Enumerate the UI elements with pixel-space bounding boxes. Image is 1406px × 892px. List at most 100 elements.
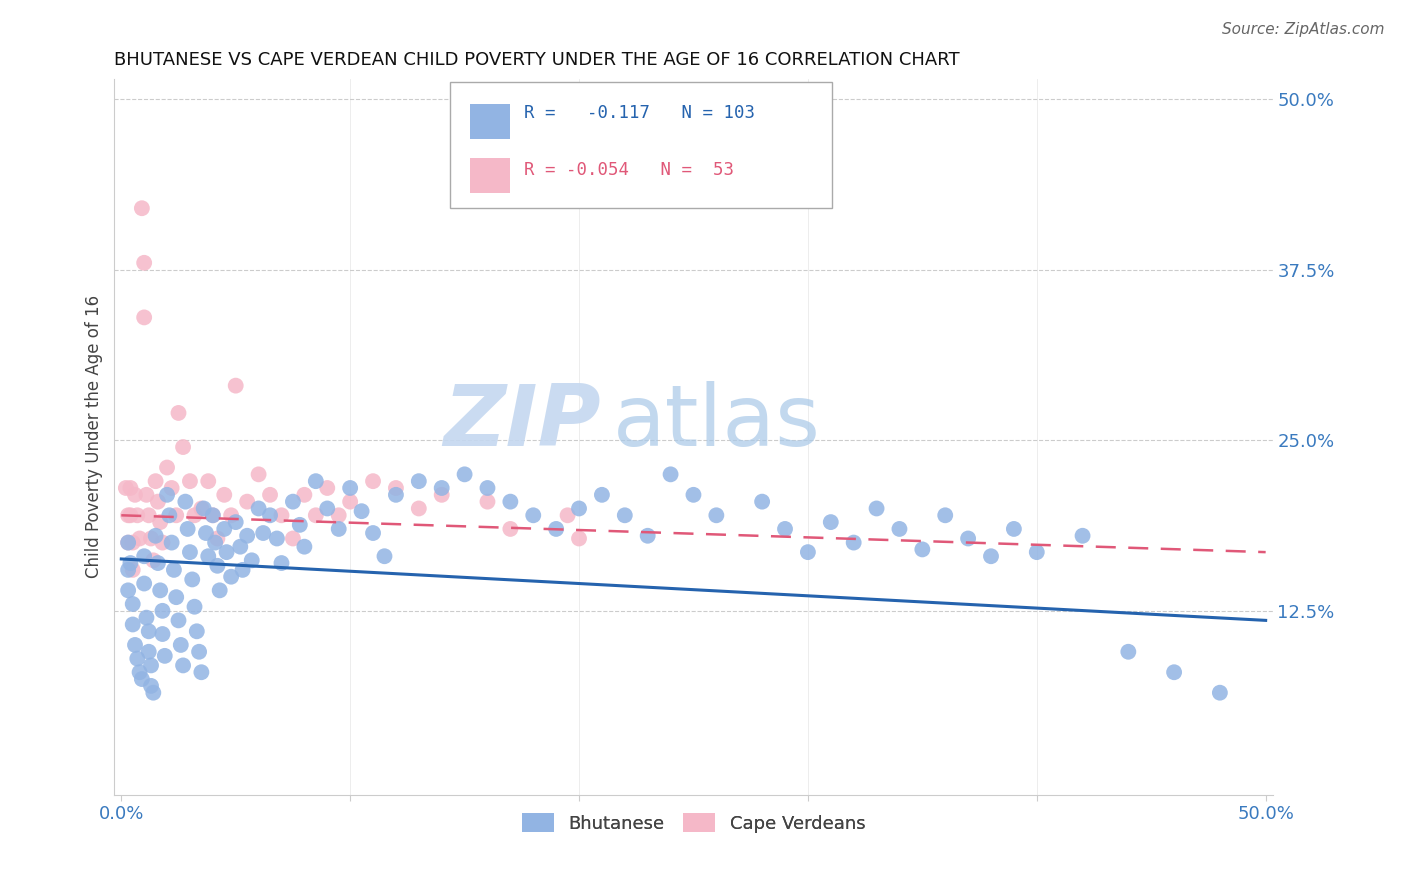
Point (773, 522, 796, 536)
Point (499, 494, 522, 508)
Point (728, 133, 751, 147)
Point (292, 488, 315, 502)
Point (172, 440, 194, 454)
Point (152, 627, 174, 641)
Point (121, 535, 143, 549)
FancyBboxPatch shape (470, 158, 510, 194)
Point (219, 570, 242, 584)
Point (637, 529, 659, 543)
Point (156, 460, 179, 475)
Point (181, 573, 204, 587)
Point (328, 522, 350, 536)
Point (131, 201, 153, 215)
Point (266, 532, 288, 546)
Point (124, 488, 146, 502)
Point (176, 522, 198, 536)
Point (820, 515, 842, 529)
Point (477, 481, 499, 495)
Point (117, 583, 139, 598)
Point (408, 501, 430, 516)
Point (201, 508, 224, 523)
Point (361, 526, 384, 541)
Point (568, 501, 591, 516)
Point (288, 517, 311, 532)
Point (138, 645, 160, 659)
Point (153, 648, 176, 663)
Point (186, 624, 208, 639)
Point (659, 467, 682, 482)
Point (229, 540, 252, 554)
Text: R =   -0.117   N = 103: R = -0.117 N = 103 (524, 104, 755, 122)
Point (208, 583, 231, 598)
Point (121, 617, 143, 632)
Point (361, 474, 384, 488)
Point (453, 467, 475, 482)
Point (430, 481, 453, 495)
Point (190, 665, 212, 680)
Point (145, 474, 167, 488)
Point (613, 508, 636, 523)
Point (165, 508, 187, 523)
Point (281, 532, 304, 546)
Point (207, 558, 229, 573)
Point (115, 481, 138, 495)
Point (131, 672, 153, 686)
Point (121, 563, 143, 577)
Point (225, 515, 247, 529)
Point (270, 508, 292, 523)
Point (214, 522, 236, 536)
Point (934, 508, 956, 523)
Point (568, 532, 591, 546)
Point (170, 638, 193, 652)
Point (145, 529, 167, 543)
Point (120, 508, 142, 523)
Point (117, 535, 139, 549)
Text: Source: ZipAtlas.com: Source: ZipAtlas.com (1222, 22, 1385, 37)
Point (214, 488, 236, 502)
Point (546, 522, 568, 536)
Point (146, 556, 169, 570)
Point (328, 508, 350, 523)
Point (134, 310, 156, 325)
Point (305, 508, 328, 523)
Point (215, 545, 238, 559)
Point (142, 553, 165, 567)
Point (281, 494, 304, 508)
Point (385, 488, 408, 502)
Point (117, 563, 139, 577)
Point (1071, 529, 1094, 543)
Point (139, 532, 162, 546)
Point (142, 686, 165, 700)
Point (865, 501, 887, 516)
Point (1118, 645, 1140, 659)
Point (190, 501, 212, 516)
Point (152, 535, 174, 549)
Point (270, 556, 292, 570)
Point (305, 474, 328, 488)
Text: R = -0.054   N =  53: R = -0.054 N = 53 (524, 161, 734, 178)
Point (339, 481, 361, 495)
Point (124, 638, 146, 652)
Point (499, 522, 522, 536)
Point (682, 488, 704, 502)
Point (477, 494, 499, 508)
Point (193, 501, 215, 516)
Point (135, 488, 157, 502)
Point (980, 549, 1002, 564)
Point (138, 508, 160, 523)
Point (179, 474, 201, 488)
Point (117, 535, 139, 549)
Point (232, 563, 254, 577)
Point (127, 651, 149, 665)
Point (247, 467, 270, 482)
Point (152, 604, 174, 618)
Point (179, 545, 201, 559)
Point (160, 481, 183, 495)
Point (134, 576, 156, 591)
Point (316, 501, 339, 516)
Point (259, 488, 281, 502)
Point (197, 549, 219, 564)
Point (240, 553, 263, 567)
Point (236, 529, 259, 543)
Point (373, 549, 395, 564)
